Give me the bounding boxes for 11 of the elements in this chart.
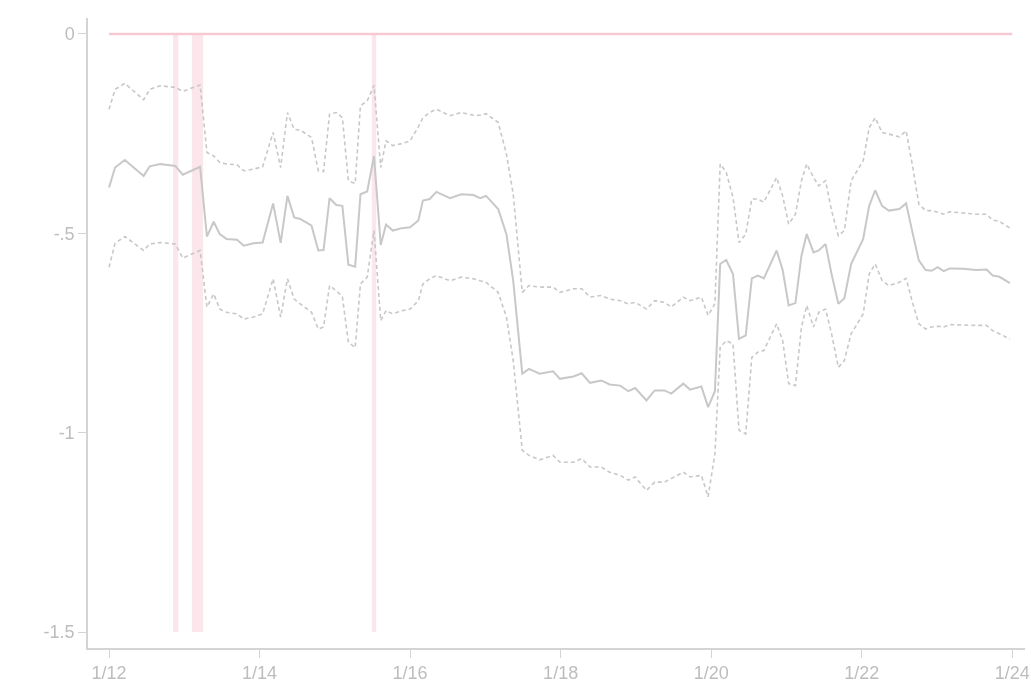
y-tick-label: 0: [64, 24, 75, 45]
x-tick-label: 1/24: [994, 663, 1030, 684]
x-tick-label: 1/22: [844, 663, 880, 684]
x-tick-label: 1/20: [693, 663, 729, 684]
x-tick-label: 1/12: [91, 663, 127, 684]
y-tick-label: -.5: [53, 223, 75, 244]
x-tick-label: 1/18: [543, 663, 579, 684]
y-tick-label: -1: [58, 422, 75, 443]
x-tick-label: 1/14: [242, 663, 278, 684]
y-tick-label: -1.5: [43, 622, 75, 643]
x-tick-label: 1/16: [392, 663, 428, 684]
